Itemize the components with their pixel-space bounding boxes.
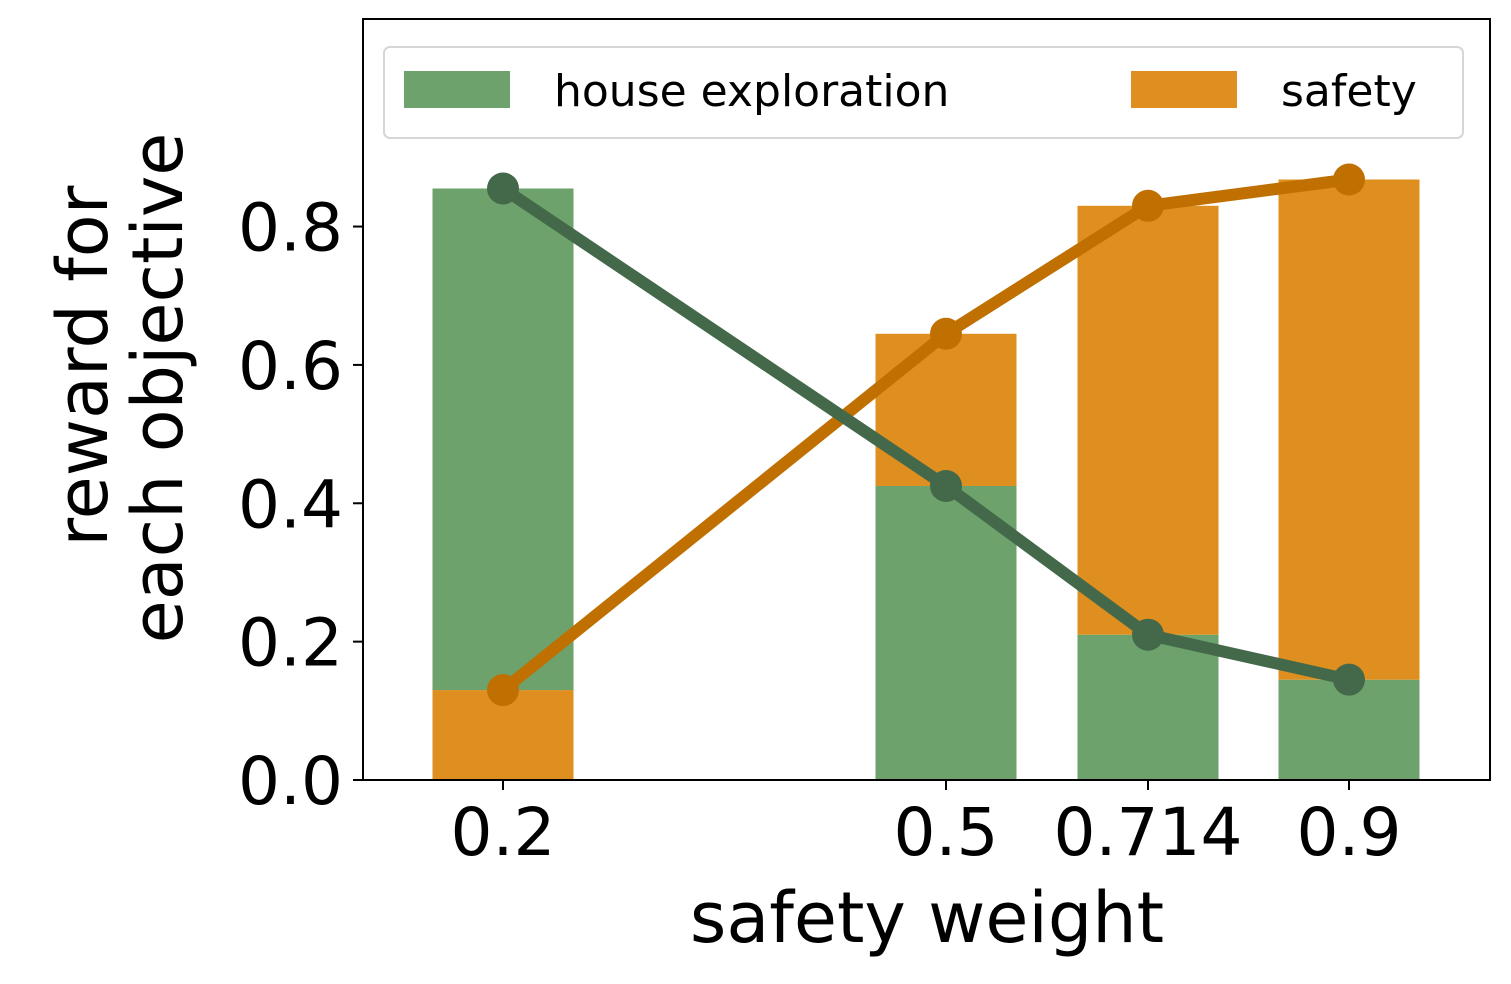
x-tick-label: 0.2 <box>451 794 556 871</box>
legend: house exploration safety <box>383 46 1464 139</box>
x-tick-label: 0.9 <box>1297 794 1402 871</box>
y-tick-label: 0.6 <box>238 328 343 405</box>
point-safety-05 <box>930 317 962 350</box>
bars-layer <box>432 179 1420 780</box>
bar-house-exploration-0714 <box>1077 634 1219 780</box>
point-house-exploration-02 <box>487 172 519 205</box>
ticks-layer: 0.0 0.2 0.4 0.6 0.8 0.2 0.5 0.714 0.9 <box>238 190 1401 871</box>
x-tick-label: 0.5 <box>894 794 999 871</box>
y-axis-label-line-2: each objective <box>117 133 199 644</box>
legend-swatch-safety <box>1131 71 1237 108</box>
y-axis-label-line-1: reward for <box>42 185 124 546</box>
lines-layer <box>487 163 1365 707</box>
bar-safety-05 <box>875 333 1017 486</box>
bar-house-exploration-05 <box>875 485 1017 780</box>
bar-house-exploration-09 <box>1278 679 1420 780</box>
y-tick-label: 0.4 <box>238 466 343 543</box>
x-axis-label: safety weight <box>690 877 1164 959</box>
point-house-exploration-05 <box>930 469 962 502</box>
y-tick-label: 0.8 <box>238 190 343 267</box>
y-axis-label: reward for each objective <box>42 133 199 644</box>
point-house-exploration-0714 <box>1132 618 1164 651</box>
legend-swatch-house-exploration <box>404 71 510 108</box>
bar-safety-09 <box>1278 179 1420 680</box>
plot-frame <box>362 18 1491 781</box>
y-tick-label: 0.0 <box>238 743 343 820</box>
line-house-exploration <box>499 183 1351 686</box>
line-safety <box>499 173 1350 695</box>
point-safety-09 <box>1333 163 1365 196</box>
x-tick-label: 0.714 <box>1054 794 1243 871</box>
point-safety-02 <box>487 674 519 707</box>
point-house-exploration-09 <box>1333 663 1365 696</box>
legend-label-safety: safety <box>1281 66 1417 117</box>
bar-house-exploration-02 <box>432 188 574 691</box>
point-safety-0714 <box>1132 189 1164 222</box>
legend-label-house-exploration: house exploration <box>554 66 949 117</box>
bar-safety-0714 <box>1077 205 1219 635</box>
y-tick-label: 0.2 <box>238 605 343 682</box>
legend-box <box>383 46 1464 139</box>
